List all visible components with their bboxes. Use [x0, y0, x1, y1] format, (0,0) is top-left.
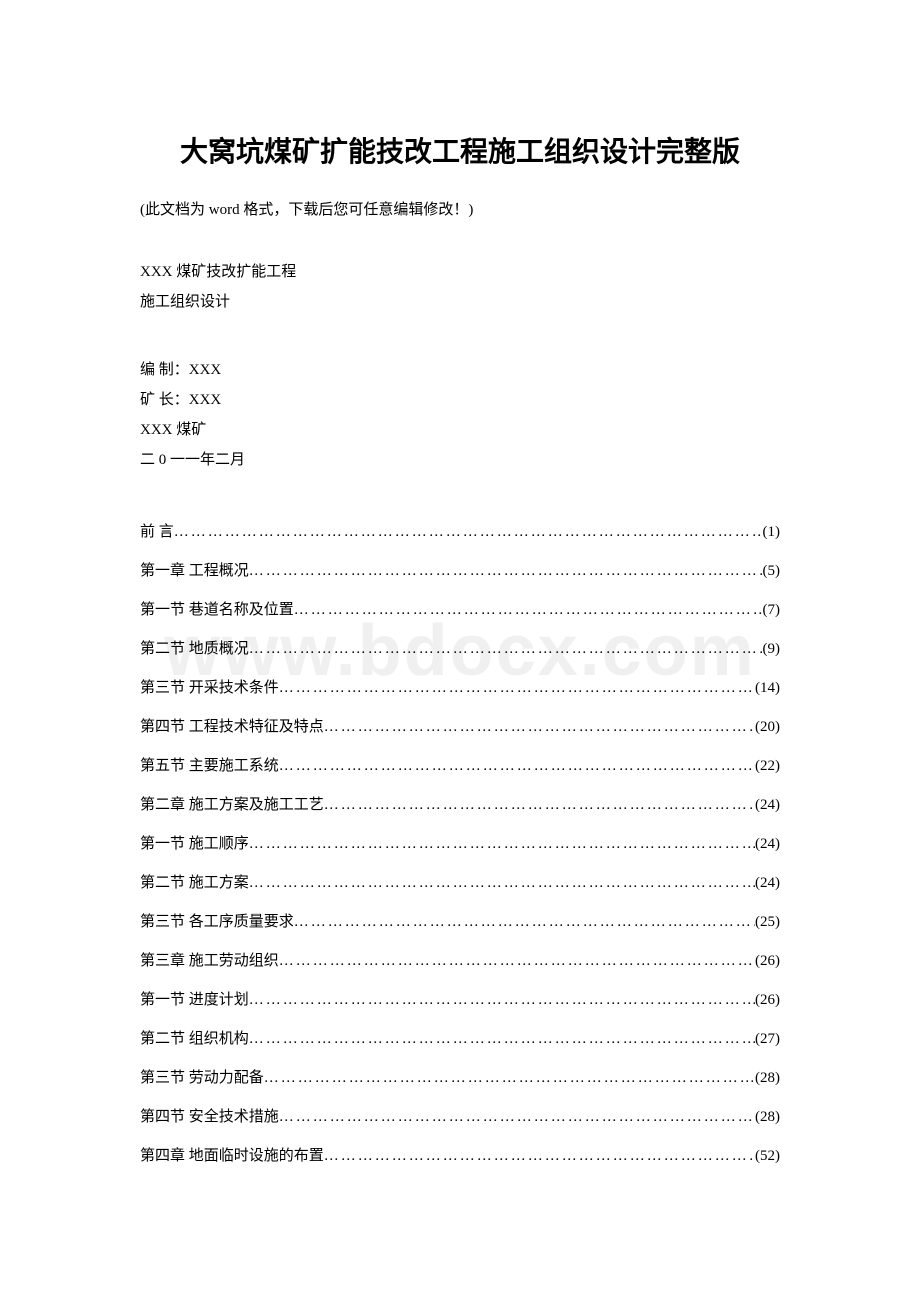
toc-dots	[279, 747, 755, 786]
toc-page: (14)	[755, 669, 780, 708]
toc-item: 第二节 施工方案 (24)	[140, 864, 780, 903]
toc-label: 前 言	[140, 513, 174, 552]
toc-dots	[294, 903, 755, 942]
toc-page: (26)	[755, 942, 780, 981]
toc-item: 第五节 主要施工系统 (22)	[140, 747, 780, 786]
info-doc-type: 施工组织设计	[140, 287, 780, 317]
document-page: 大窝坑煤矿扩能技改工程施工组织设计完整版 (此文档为 word 格式，下载后您可…	[0, 0, 920, 1256]
toc-page: (25)	[755, 903, 780, 942]
toc-dots	[294, 591, 763, 630]
toc-label: 第三章 施工劳动组织	[140, 942, 279, 981]
toc-page: (7)	[763, 591, 781, 630]
toc-label: 第四节 工程技术特征及特点	[140, 708, 324, 747]
toc-dots	[249, 552, 763, 591]
toc-label: 第三节 劳动力配备	[140, 1059, 264, 1098]
toc-dots	[249, 1020, 755, 1059]
toc-page: (27)	[755, 1020, 780, 1059]
toc-label: 第一节 进度计划	[140, 981, 249, 1020]
toc-page: (28)	[755, 1059, 780, 1098]
toc-dots	[249, 630, 763, 669]
table-of-contents: 前 言 (1) 第一章 工程概况 (5) 第一节 巷道名称及位置 (7) 第二节…	[140, 513, 780, 1176]
toc-dots	[324, 708, 755, 747]
info-project-name: XXX 煤矿技改扩能工程	[140, 257, 780, 287]
toc-page: (24)	[755, 825, 780, 864]
toc-label: 第一节 施工顺序	[140, 825, 249, 864]
toc-label: 第三节 开采技术条件	[140, 669, 279, 708]
toc-page: (28)	[755, 1098, 780, 1137]
toc-label: 第四章 地面临时设施的布置	[140, 1137, 324, 1176]
toc-item: 第三节 各工序质量要求 (25)	[140, 903, 780, 942]
toc-dots	[174, 513, 763, 552]
toc-label: 第一节 巷道名称及位置	[140, 591, 294, 630]
author-info-block: 编 制：XXX 矿 长：XXX XXX 煤矿 二 0 一一年二月	[140, 355, 780, 475]
info-mine-name: XXX 煤矿	[140, 415, 780, 445]
toc-dots	[249, 864, 755, 903]
toc-page: (5)	[763, 552, 781, 591]
toc-dots	[249, 981, 755, 1020]
toc-item: 第一章 工程概况 (5)	[140, 552, 780, 591]
info-date: 二 0 一一年二月	[140, 445, 780, 475]
toc-item: 第三节 劳动力配备 (28)	[140, 1059, 780, 1098]
toc-dots	[279, 942, 755, 981]
toc-item: 第四节 工程技术特征及特点 (20)	[140, 708, 780, 747]
main-title: 大窝坑煤矿扩能技改工程施工组织设计完整版	[140, 130, 780, 170]
info-compiler: 编 制：XXX	[140, 355, 780, 385]
toc-dots	[324, 786, 755, 825]
toc-page: (1)	[763, 513, 781, 552]
toc-dots	[264, 1059, 755, 1098]
toc-item: 第三节 开采技术条件 (14)	[140, 669, 780, 708]
toc-page: (22)	[755, 747, 780, 786]
toc-dots	[324, 1137, 755, 1176]
project-info-block: XXX 煤矿技改扩能工程 施工组织设计	[140, 257, 780, 317]
toc-label: 第三节 各工序质量要求	[140, 903, 294, 942]
toc-page: (24)	[755, 786, 780, 825]
toc-item: 前 言 (1)	[140, 513, 780, 552]
toc-label: 第二节 地质概况	[140, 630, 249, 669]
toc-label: 第五节 主要施工系统	[140, 747, 279, 786]
toc-page: (9)	[763, 630, 781, 669]
toc-item: 第四节 安全技术措施 (28)	[140, 1098, 780, 1137]
toc-label: 第二节 组织机构	[140, 1020, 249, 1059]
toc-label: 第四节 安全技术措施	[140, 1098, 279, 1137]
toc-page: (52)	[755, 1137, 780, 1176]
subtitle-note: (此文档为 word 格式，下载后您可任意编辑修改！)	[140, 198, 780, 219]
toc-item: 第二章 施工方案及施工工艺 (24)	[140, 786, 780, 825]
toc-item: 第三章 施工劳动组织 (26)	[140, 942, 780, 981]
toc-label: 第一章 工程概况	[140, 552, 249, 591]
toc-page: (24)	[755, 864, 780, 903]
info-mine-director: 矿 长：XXX	[140, 385, 780, 415]
toc-item: 第一节 施工顺序 (24)	[140, 825, 780, 864]
toc-page: (20)	[755, 708, 780, 747]
toc-item: 第四章 地面临时设施的布置 (52)	[140, 1137, 780, 1176]
toc-item: 第二节 组织机构 (27)	[140, 1020, 780, 1059]
toc-dots	[279, 669, 755, 708]
toc-item: 第一节 巷道名称及位置 (7)	[140, 591, 780, 630]
toc-item: 第二节 地质概况 (9)	[140, 630, 780, 669]
toc-dots	[279, 1098, 755, 1137]
toc-label: 第二章 施工方案及施工工艺	[140, 786, 324, 825]
toc-label: 第二节 施工方案	[140, 864, 249, 903]
toc-dots	[249, 825, 755, 864]
toc-item: 第一节 进度计划 (26)	[140, 981, 780, 1020]
toc-page: (26)	[755, 981, 780, 1020]
